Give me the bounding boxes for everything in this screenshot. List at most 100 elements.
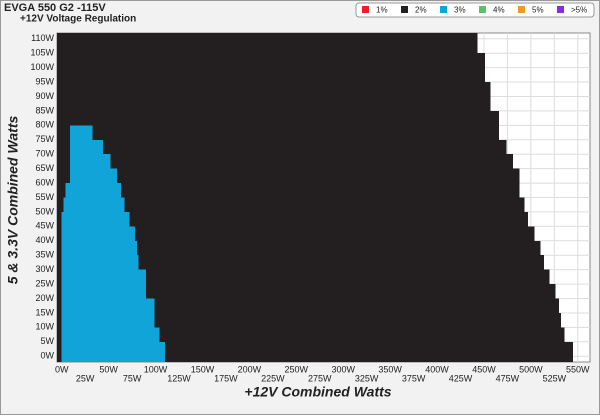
legend-label: >5% — [571, 6, 587, 15]
region-band — [57, 312, 561, 328]
legend-swatch — [518, 6, 525, 13]
region-band — [57, 53, 485, 68]
x-tick-label: 425W — [449, 373, 473, 383]
x-tick-label: 350W — [378, 364, 402, 374]
y-tick-label: 105W — [30, 48, 54, 58]
region-band — [57, 298, 560, 313]
chart-subtitle: +12V Voltage Regulation — [20, 14, 136, 25]
region-band — [57, 269, 550, 285]
x-tick-label: 50W — [99, 364, 118, 374]
y-tick-label: 40W — [35, 235, 54, 245]
y-tick-label: 30W — [35, 264, 54, 274]
region-band — [57, 341, 574, 362]
region-band — [57, 255, 545, 270]
x-tick-label: 150W — [191, 364, 215, 374]
y-tick-label: 95W — [35, 76, 54, 86]
x-tick-label: 250W — [285, 364, 309, 374]
y-tick-label: 65W — [35, 163, 54, 173]
x-tick-label: 450W — [472, 364, 496, 374]
legend-label: 2% — [415, 6, 427, 15]
y-tick-label: 45W — [35, 221, 54, 231]
y-tick-label: 15W — [35, 307, 54, 317]
region-band — [63, 197, 125, 212]
x-tick-label: 325W — [355, 373, 379, 383]
legend-swatch — [362, 6, 369, 13]
legend-swatch — [401, 6, 408, 13]
y-tick-label: 110W — [31, 33, 54, 43]
legend-label: 4% — [493, 6, 505, 15]
legend-label: 5% — [532, 6, 544, 15]
region-band — [57, 82, 491, 97]
y-tick-label: 25W — [35, 278, 54, 288]
x-tick-label: 525W — [543, 373, 567, 383]
legend-swatch — [557, 6, 564, 13]
y-tick-label: 10W — [35, 322, 54, 332]
region-band — [70, 154, 111, 169]
region-band — [57, 154, 514, 169]
region-band — [61, 269, 147, 285]
x-tick-label: 475W — [496, 373, 520, 383]
region-band — [57, 327, 565, 342]
x-tick-label: 125W — [167, 373, 191, 383]
region-band — [57, 226, 535, 241]
x-tick-label: 400W — [425, 364, 449, 374]
y-axis-label: 5 & 3.3V Combined Watts — [5, 116, 21, 285]
region-band — [61, 327, 160, 342]
y-tick-label: 80W — [35, 120, 54, 130]
legend-swatch — [479, 6, 486, 13]
region-band — [65, 183, 121, 198]
x-tick-label: 0W — [55, 364, 69, 374]
region-band — [57, 110, 499, 126]
legend-label: 1% — [376, 6, 388, 15]
x-tick-label: 275W — [308, 373, 332, 383]
x-tick-label: 300W — [331, 364, 355, 374]
chart-title: EVGA 550 G2 -115V — [4, 2, 106, 14]
region-band — [61, 312, 155, 328]
region-band — [61, 341, 165, 362]
region-band — [61, 211, 130, 227]
region-band — [70, 168, 118, 184]
region-band — [57, 125, 499, 140]
region-band — [61, 284, 147, 299]
x-tick-label: 100W — [144, 364, 168, 374]
x-tick-label: 175W — [214, 373, 238, 383]
legend-swatch — [440, 6, 447, 13]
region-band — [57, 33, 478, 54]
region-band — [57, 211, 529, 227]
y-tick-label: 90W — [35, 91, 54, 101]
y-tick-label: 5W — [41, 336, 55, 346]
y-tick-label: 50W — [35, 206, 54, 216]
y-tick-label: 75W — [35, 134, 54, 144]
region-band — [57, 284, 556, 299]
x-axis-label: +12V Combined Watts — [244, 384, 391, 400]
region-band — [57, 197, 525, 212]
x-tick-label: 550W — [566, 364, 590, 374]
y-tick-label: 0W — [41, 351, 55, 361]
x-tick-label: 75W — [123, 373, 142, 383]
region-band — [70, 125, 93, 140]
y-tick-label: 60W — [35, 177, 54, 187]
y-tick-label: 35W — [35, 250, 54, 260]
region-band — [57, 168, 520, 184]
region-band — [57, 139, 507, 155]
x-tick-label: 375W — [402, 373, 426, 383]
x-tick-label: 25W — [76, 373, 95, 383]
region-band — [61, 255, 139, 270]
region-band — [57, 67, 485, 83]
x-tick-label: 225W — [261, 373, 285, 383]
x-tick-label: 200W — [238, 364, 262, 374]
y-tick-label: 55W — [35, 192, 54, 202]
legend-label: 3% — [454, 6, 466, 15]
y-tick-label: 20W — [35, 293, 54, 303]
legend — [355, 2, 595, 18]
region-band — [61, 298, 155, 313]
region-band — [57, 96, 491, 111]
y-tick-label: 85W — [35, 105, 54, 115]
region-band — [61, 240, 137, 256]
y-tick-label: 100W — [30, 62, 54, 72]
x-tick-label: 500W — [519, 364, 543, 374]
region-band — [57, 183, 520, 198]
y-tick-label: 70W — [35, 149, 54, 159]
region-band — [61, 226, 135, 241]
